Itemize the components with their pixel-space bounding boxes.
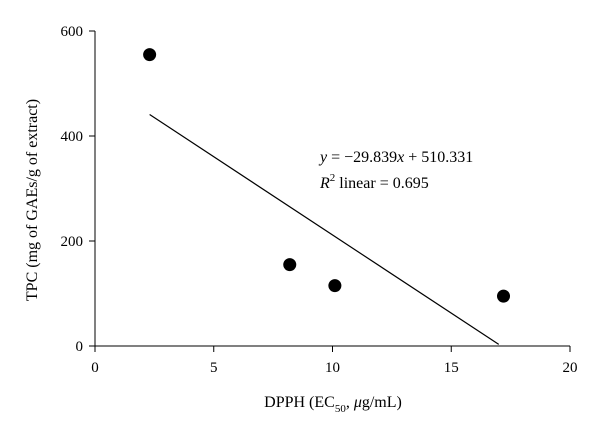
regression-annotation: y = −29.839x + 510.331 R2 linear = 0.695 [318, 149, 473, 192]
data-points [143, 48, 510, 303]
y-tick-label: 400 [61, 129, 84, 145]
data-point [497, 289, 510, 303]
data-point [328, 279, 342, 293]
regression-line [149, 113, 500, 345]
x-tick-label: 10 [325, 360, 340, 376]
x-tick-label: 20 [563, 360, 578, 376]
r-squared-label: R2 linear = 0.695 [319, 172, 429, 192]
x-axis-ticks: 0 5 10 15 20 [91, 346, 578, 376]
x-axis-title: DPPH (EC50, μg/mL) [264, 394, 402, 415]
y-axis-title: TPC (mg of GAEs/g of extract) [24, 99, 41, 301]
data-point [143, 48, 157, 62]
x-tick-label: 15 [444, 360, 459, 376]
y-axis-ticks: 0 200 400 600 [61, 24, 95, 355]
y-tick-label: 0 [76, 339, 84, 355]
y-tick-label: 200 [61, 234, 84, 250]
x-tick-label: 5 [210, 360, 218, 376]
plot-area: 0 5 10 15 20 0 200 400 600 [61, 24, 578, 376]
data-point [283, 258, 297, 272]
y-tick-label: 600 [61, 24, 84, 40]
x-tick-label: 0 [91, 360, 99, 376]
regression-equation: y = −29.839x + 510.331 [318, 149, 473, 166]
